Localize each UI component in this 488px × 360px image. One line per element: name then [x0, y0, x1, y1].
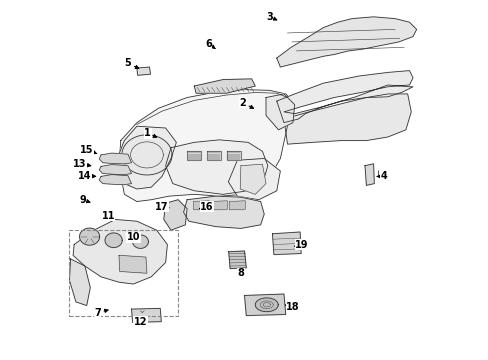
Text: 11: 11	[102, 211, 115, 221]
Polygon shape	[228, 158, 280, 200]
Text: 4: 4	[377, 171, 387, 181]
Polygon shape	[73, 220, 167, 284]
Text: 8: 8	[237, 268, 244, 278]
Polygon shape	[240, 164, 265, 194]
Text: 15: 15	[80, 144, 97, 154]
Polygon shape	[194, 79, 255, 93]
Polygon shape	[229, 201, 244, 210]
Polygon shape	[187, 151, 201, 160]
Polygon shape	[137, 67, 150, 75]
Text: 3: 3	[265, 12, 276, 22]
Polygon shape	[99, 165, 131, 175]
Polygon shape	[226, 151, 241, 160]
Polygon shape	[117, 126, 176, 189]
Text: 12: 12	[134, 317, 147, 327]
Text: 5: 5	[124, 58, 139, 68]
Polygon shape	[276, 71, 412, 123]
Polygon shape	[364, 164, 373, 185]
Text: 14: 14	[78, 171, 96, 181]
Text: 10: 10	[126, 232, 140, 242]
Polygon shape	[228, 251, 246, 269]
Text: 13: 13	[73, 159, 91, 169]
Text: 1: 1	[144, 129, 156, 138]
Polygon shape	[183, 196, 264, 228]
Polygon shape	[165, 140, 267, 194]
Polygon shape	[206, 151, 221, 160]
Polygon shape	[284, 94, 410, 144]
Text: 18: 18	[285, 302, 299, 312]
Polygon shape	[276, 17, 416, 67]
Text: 2: 2	[239, 98, 253, 108]
Text: 7: 7	[94, 308, 108, 318]
Polygon shape	[193, 201, 209, 210]
Polygon shape	[119, 90, 292, 202]
Text: 19: 19	[294, 239, 308, 249]
Text: 16: 16	[199, 202, 213, 212]
Bar	[69, 230, 178, 316]
Polygon shape	[211, 201, 227, 210]
Polygon shape	[132, 235, 148, 248]
Polygon shape	[69, 259, 90, 306]
Polygon shape	[80, 228, 100, 245]
Polygon shape	[265, 94, 294, 130]
Polygon shape	[163, 200, 187, 230]
Polygon shape	[122, 135, 172, 175]
Polygon shape	[119, 255, 147, 273]
Polygon shape	[131, 309, 161, 322]
Polygon shape	[99, 175, 131, 185]
Text: 9: 9	[79, 195, 90, 205]
Polygon shape	[272, 232, 301, 255]
Text: 17: 17	[154, 202, 169, 212]
Polygon shape	[99, 153, 131, 164]
Polygon shape	[255, 298, 278, 312]
Text: 6: 6	[205, 39, 215, 49]
Polygon shape	[244, 294, 285, 316]
Polygon shape	[105, 233, 122, 248]
